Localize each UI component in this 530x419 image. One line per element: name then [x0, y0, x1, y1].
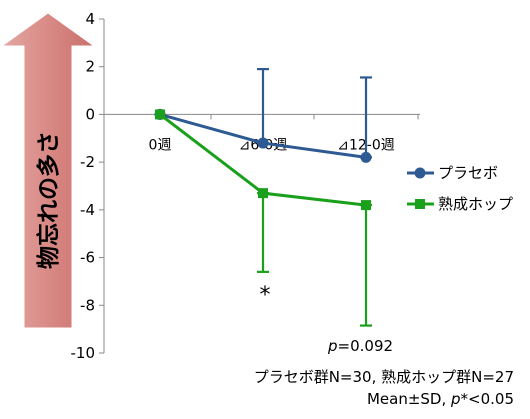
legend-label: 熟成ホップ [438, 195, 513, 213]
p-value-number: =0.092 [338, 337, 394, 355]
series-2 [155, 109, 372, 327]
data-point [258, 188, 268, 199]
y-axis-label: 物忘れの多さ [35, 131, 62, 269]
data-point [257, 137, 269, 149]
group-size-note: プラセボ群N=30, 熟成ホップ群N=27 [254, 368, 514, 386]
y-tick-label: 4 [85, 10, 95, 28]
stats-note: Mean±SD, p*<0.05 [367, 390, 514, 408]
y-tick-label: -2 [80, 153, 95, 171]
data-point [360, 151, 372, 163]
y-tick-label: 0 [85, 105, 95, 123]
y-tick-label: 2 [85, 58, 95, 76]
legend-swatch-marker [415, 199, 425, 209]
stats-note-prefix: Mean±SD, [367, 390, 451, 408]
stats-note-suffix: *<0.05 [461, 390, 514, 408]
y-tick-label: -10 [71, 344, 96, 362]
stats-note-p: p [450, 390, 461, 408]
legend-swatch-marker [414, 167, 426, 179]
y-tick-label: -6 [80, 249, 95, 267]
p-value-annotation: p=0.092 [327, 337, 393, 355]
y-tick-label: -4 [80, 201, 95, 219]
x-tick-label: 0週 [149, 137, 172, 153]
y-axis-up-arrow [0, 12, 96, 329]
data-point [155, 109, 165, 120]
y-tick-label: -8 [80, 296, 95, 314]
data-point [361, 200, 371, 211]
legend-label: プラセボ [438, 164, 498, 182]
significance-asterisk: * [260, 283, 271, 308]
p-value-symbol: p [327, 337, 338, 355]
